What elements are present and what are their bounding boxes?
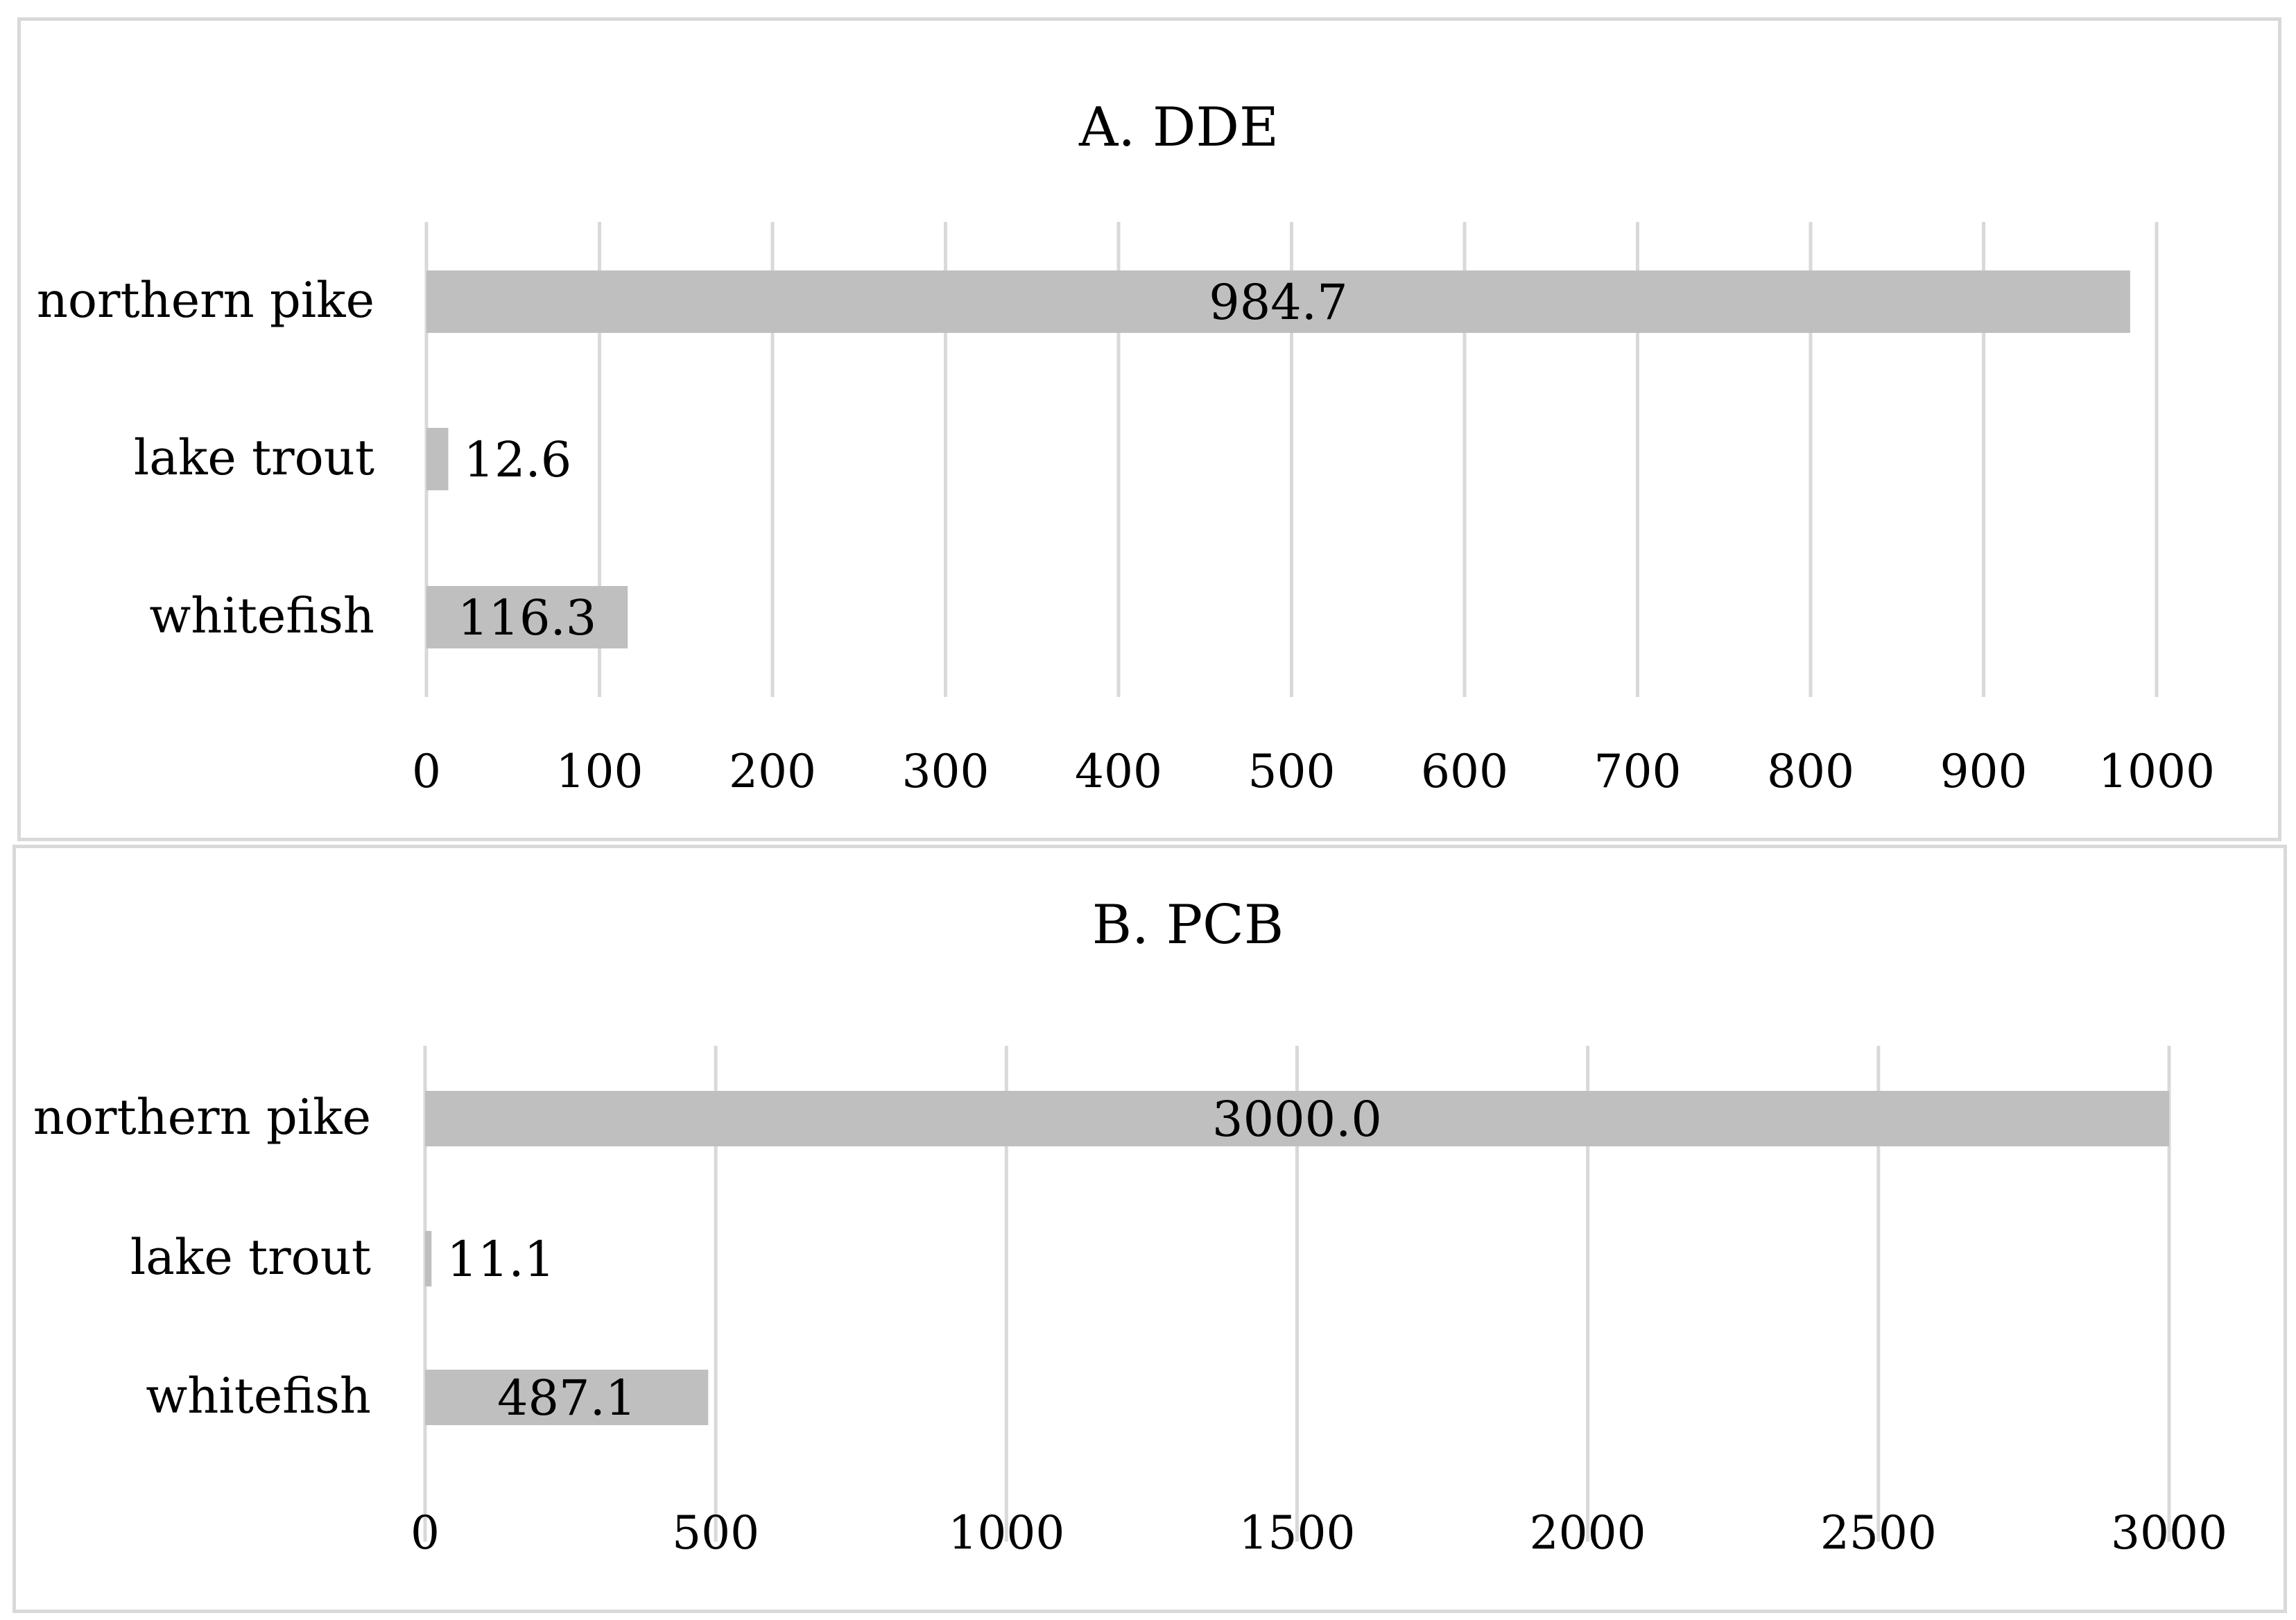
dde-category-label-lake-trout: lake trout — [134, 429, 374, 486]
pcb-bar-northern-pike — [425, 1091, 2169, 1146]
pcb-x-tick-label-3000: 3000 — [2111, 1506, 2227, 1560]
pcb-category-label-lake-trout: lake trout — [130, 1229, 371, 1286]
pcb-category-label-northern-pike: northern pike — [33, 1089, 371, 1146]
dde-x-tick-label-800: 800 — [1767, 745, 1854, 798]
dde-category-label-whitefish: whitefish — [149, 587, 374, 644]
dde-bar-lake-trout — [426, 428, 449, 490]
chart-panel-pcb: B. PCB 0 500 1000 1500 2000 2500 3000 northern p… — [12, 845, 2287, 1613]
dde-bar-northern-pike — [426, 270, 2130, 333]
pcb-data-label-lake-trout: 11.1 — [447, 1231, 555, 1288]
dde-x-tick-label-500: 500 — [1248, 745, 1336, 798]
dde-data-label-whitefish: 116.3 — [458, 589, 596, 646]
dde-x-tick-label-1000: 1000 — [2098, 745, 2215, 798]
pcb-x-tick-label-2000: 2000 — [1530, 1506, 1646, 1560]
pcb-chart-title: B. PCB — [1092, 894, 1284, 956]
dde-x-tick-label-100: 100 — [556, 745, 644, 798]
dde-x-tick-label-300: 300 — [902, 745, 990, 798]
pcb-data-label-northern-pike: 3000.0 — [1212, 1091, 1382, 1148]
dde-x-tick-label-400: 400 — [1075, 745, 1162, 798]
chart-svg-dde: A. DDE 0 100 200 300 400 500 600 700 800 900 1000 no… — [37, 96, 2215, 798]
dde-x-tick-label-900: 900 — [1940, 745, 2028, 798]
chart-panel-dde: A. DDE 0 100 200 300 400 500 600 700 800 900 1000 no… — [17, 17, 2281, 841]
pcb-category-label-whitefish: whitefish — [146, 1368, 371, 1424]
dde-x-tick-label-200: 200 — [729, 745, 816, 798]
dde-data-label-northern-pike: 984.7 — [1209, 274, 1347, 331]
pcb-bar-lake-trout — [425, 1231, 432, 1286]
dde-x-tick-label-600: 600 — [1421, 745, 1508, 798]
dde-category-label-northern-pike: northern pike — [37, 272, 374, 329]
dde-bar-whitefish — [426, 586, 628, 648]
dde-data-label-lake-trout: 12.6 — [463, 431, 571, 488]
dde-x-tick-label-0: 0 — [412, 745, 441, 798]
pcb-x-tick-label-1000: 1000 — [948, 1506, 1064, 1560]
pcb-x-tick-label-2500: 2500 — [1820, 1506, 1937, 1560]
pcb-x-tick-label-1500: 1500 — [1239, 1506, 1356, 1560]
dde-x-tick-label-700: 700 — [1594, 745, 1682, 798]
chart-svg-pcb: B. PCB 0 500 1000 1500 2000 2500 3000 northern p… — [33, 894, 2227, 1560]
pcb-x-tick-label-500: 500 — [672, 1506, 759, 1560]
dde-chart-title: A. DDE — [1078, 96, 1279, 159]
pcb-bar-whitefish — [425, 1370, 709, 1425]
pcb-x-tick-label-0: 0 — [411, 1506, 440, 1560]
pcb-data-label-whitefish: 487.1 — [497, 1370, 636, 1427]
